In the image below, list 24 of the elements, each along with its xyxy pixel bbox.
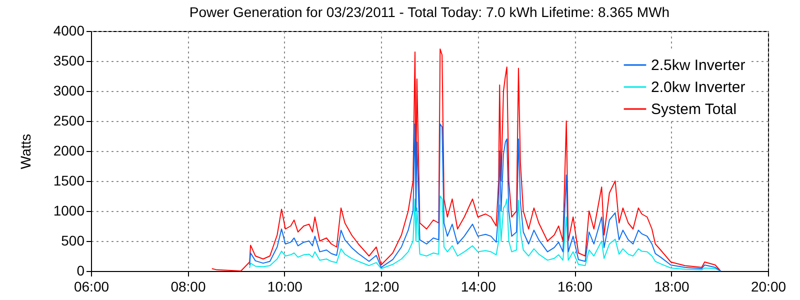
y-tick-label: 3000 — [53, 82, 85, 98]
y-tick-label: 4000 — [53, 22, 85, 38]
y-tick-label: 500 — [61, 232, 85, 248]
x-tick-label: 12:00 — [364, 278, 400, 294]
chart-title: Power Generation for 03/23/2011 - Total Today: 7.0 kWh Lifetime: 8.365 MWh — [189, 4, 670, 20]
legend-label: System Total — [651, 101, 737, 118]
x-tick-label: 20:00 — [750, 278, 786, 294]
y-tick-label: 1500 — [53, 172, 85, 188]
legend-label: 2.5kw Inverter — [651, 57, 746, 74]
x-tick-label: 08:00 — [170, 278, 206, 294]
line-series — [249, 124, 722, 272]
x-tick-label: 18:00 — [654, 278, 690, 294]
legend-label: 2.0kw Inverter — [651, 79, 746, 96]
line-series — [249, 196, 722, 272]
y-axis-title: Watts — [17, 134, 34, 170]
x-tick-label: 14:00 — [460, 278, 496, 294]
x-tick-label: 16:00 — [558, 278, 593, 294]
y-tick-label: 3500 — [53, 52, 85, 68]
y-tick-label: 0 — [76, 262, 85, 278]
x-tick-label: 06:00 — [74, 278, 110, 294]
y-tick-label: 1000 — [53, 202, 85, 218]
y-tick-label: 2000 — [53, 142, 85, 158]
y-tick-label: 2500 — [53, 112, 85, 128]
x-tick-label: 10:00 — [267, 278, 303, 294]
